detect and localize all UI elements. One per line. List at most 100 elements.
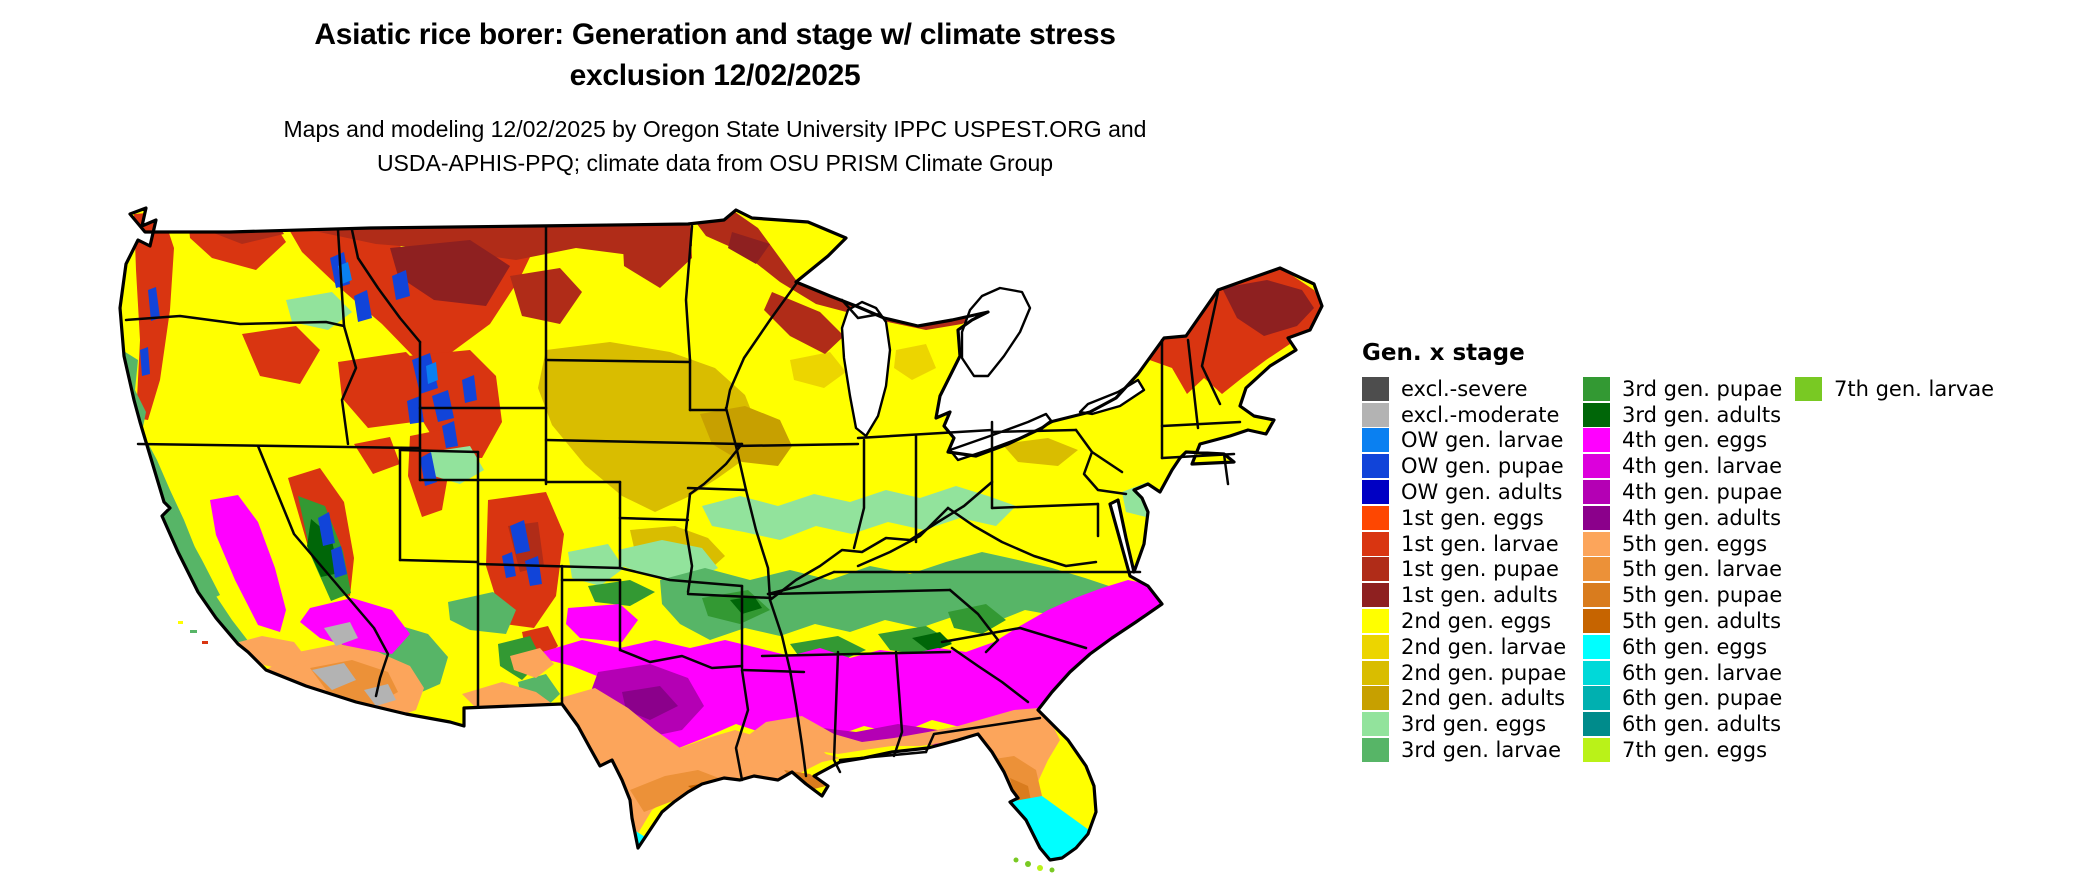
legend-swatch xyxy=(1362,376,1389,401)
legend-item-label: 1st gen. pupae xyxy=(1401,557,1559,582)
legend-swatch xyxy=(1795,376,1822,401)
legend-swatch xyxy=(1583,505,1610,530)
legend-item: 4th gen. eggs xyxy=(1583,428,1782,454)
legend-item-label: 1st gen. adults xyxy=(1401,583,1558,608)
legend-item-label: 1st gen. larvae xyxy=(1401,531,1559,556)
legend-swatch xyxy=(1362,557,1389,582)
legend-swatch xyxy=(1362,402,1389,427)
legend-item-label: 5th gen. adults xyxy=(1622,609,1782,634)
legend-swatch xyxy=(1362,480,1389,505)
legend-item-label: 4th gen. pupae xyxy=(1622,480,1783,505)
legend-item-label: excl.-severe xyxy=(1401,376,1528,401)
legend-item: 1st gen. eggs xyxy=(1362,505,1566,531)
map-title-line2: exclusion 12/02/2025 xyxy=(569,59,861,92)
map-region-ow-gen-blue xyxy=(140,252,542,586)
legend-item: 3rd gen. pupae xyxy=(1583,376,1782,402)
lake-huron xyxy=(960,286,1032,378)
legend-item-label: 4th gen. adults xyxy=(1622,505,1782,530)
legend-item: 7th gen. larvae xyxy=(1795,376,1994,402)
legend-item: 2nd gen. adults xyxy=(1362,686,1566,712)
map-subtitle-line1: Maps and modeling 12/02/2025 by Oregon S… xyxy=(283,116,1147,142)
legend-item: 6th gen. adults xyxy=(1583,711,1782,737)
legend-swatch xyxy=(1583,583,1610,608)
legend-item-label: 3rd gen. pupae xyxy=(1622,376,1783,401)
map-band-2nd-gen-older xyxy=(538,342,1096,574)
legend-item: 5th gen. eggs xyxy=(1583,531,1782,557)
legend-swatch xyxy=(1583,660,1610,685)
legend-item: 5th gen. pupae xyxy=(1583,582,1782,608)
legend-item-label: 5th gen. larvae xyxy=(1622,557,1783,582)
legend-item-label: 4th gen. larvae xyxy=(1622,454,1783,479)
legend-item: OW gen. adults xyxy=(1362,479,1566,505)
legend-item-label: 5th gen. eggs xyxy=(1622,531,1768,556)
legend-item: 5th gen. larvae xyxy=(1583,557,1782,583)
legend-item: 3rd gen. adults xyxy=(1583,402,1782,428)
legend-swatch xyxy=(1583,686,1610,711)
legend-item: 2nd gen. larvae xyxy=(1362,634,1566,660)
legend-item-label: 6th gen. eggs xyxy=(1622,634,1768,659)
legend-item: 1st gen. pupae xyxy=(1362,557,1566,583)
legend-item: 3rd gen. eggs xyxy=(1362,711,1566,737)
legend-item-label: 4th gen. eggs xyxy=(1622,428,1768,453)
legend-swatch xyxy=(1362,712,1389,737)
legend-item: OW gen. larvae xyxy=(1362,428,1566,454)
legend-swatch xyxy=(1583,428,1610,453)
legend-item: 7th gen. eggs xyxy=(1583,737,1782,763)
legend-item-label: 6th gen. pupae xyxy=(1622,686,1783,711)
legend-item: 4th gen. pupae xyxy=(1583,479,1782,505)
legend-item: 6th gen. pupae xyxy=(1583,686,1782,712)
legend-item: 6th gen. larvae xyxy=(1583,660,1782,686)
legend-item: 2nd gen. eggs xyxy=(1362,608,1566,634)
legend-item-label: 7th gen. eggs xyxy=(1622,738,1768,763)
legend-item-label: 3rd gen. eggs xyxy=(1401,712,1547,737)
legend-swatch xyxy=(1583,738,1610,763)
legend-item-label: 6th gen. adults xyxy=(1622,712,1782,737)
map-region-channel-islands xyxy=(178,621,208,644)
legend-item: 4th gen. larvae xyxy=(1583,453,1782,479)
legend-item-label: OW gen. pupae xyxy=(1401,454,1564,479)
legend-item: 5th gen. adults xyxy=(1583,608,1782,634)
legend-item-label: excl.-moderate xyxy=(1401,402,1560,427)
legend-item: 4th gen. adults xyxy=(1583,505,1782,531)
state-borders xyxy=(124,224,1242,782)
map-area xyxy=(90,200,1340,892)
legend-item: 3rd gen. larvae xyxy=(1362,737,1566,763)
legend-swatch xyxy=(1362,738,1389,763)
legend-item-label: 2nd gen. larvae xyxy=(1401,634,1567,659)
legend-item-label: 7th gen. larvae xyxy=(1834,376,1995,401)
legend-item-label: 6th gen. larvae xyxy=(1622,660,1783,685)
legend-swatch xyxy=(1583,609,1610,634)
map-subtitle-line2: USDA-APHIS-PPQ; climate data from OSU PR… xyxy=(376,150,1054,176)
legend-swatch xyxy=(1362,531,1389,556)
legend-swatch xyxy=(1583,480,1610,505)
legend-column: excl.-severe excl.-moderate OW gen. larvae… xyxy=(1362,376,1566,763)
legend-title: Gen. x stage xyxy=(1362,340,1525,366)
legend-swatch xyxy=(1362,686,1389,711)
legend-swatch xyxy=(1583,402,1610,427)
legend-item-label: 3rd gen. larvae xyxy=(1401,738,1562,763)
legend-item-label: 2nd gen. eggs xyxy=(1401,609,1552,634)
legend-swatch xyxy=(1362,428,1389,453)
great-lakes xyxy=(840,286,1146,462)
legend-item: 1st gen. larvae xyxy=(1362,531,1566,557)
legend-item: excl.-moderate xyxy=(1362,402,1566,428)
legend-item: 6th gen. eggs xyxy=(1583,634,1782,660)
map-title-line1: Asiatic rice borer: Generation and stage… xyxy=(314,18,1116,51)
legend-swatch xyxy=(1362,583,1389,608)
legend-item: 2nd gen. pupae xyxy=(1362,660,1566,686)
legend-item-label: OW gen. adults xyxy=(1401,480,1563,505)
legend-item: OW gen. pupae xyxy=(1362,453,1566,479)
legend-swatch xyxy=(1362,660,1389,685)
legend-item-label: OW gen. larvae xyxy=(1401,428,1564,453)
legend-item-label: 5th gen. pupae xyxy=(1622,583,1783,608)
legend-swatch xyxy=(1362,634,1389,659)
legend-item-label: 2nd gen. adults xyxy=(1401,686,1566,711)
legend-swatch xyxy=(1583,712,1610,737)
lake-michigan xyxy=(840,300,892,438)
map-region-exclusion-moderate xyxy=(312,622,396,706)
us-outline xyxy=(118,206,1324,862)
legend-column: 7th gen. larvae xyxy=(1795,376,1994,402)
legend-item-label: 2nd gen. pupae xyxy=(1401,660,1567,685)
legend-item-label: 3rd gen. adults xyxy=(1622,402,1782,427)
